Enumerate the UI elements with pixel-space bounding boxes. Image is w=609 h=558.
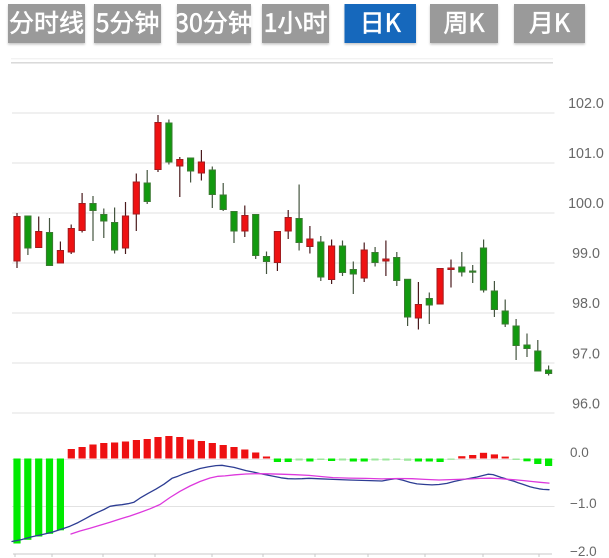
svg-text:98.0: 98.0 — [572, 296, 600, 312]
svg-text:−2.0: −2.0 — [570, 544, 597, 558]
svg-text:96.0: 96.0 — [572, 397, 600, 413]
svg-text:101.0: 101.0 — [568, 146, 604, 162]
svg-text:102.0: 102.0 — [568, 96, 604, 112]
svg-text:−1.0: −1.0 — [570, 496, 597, 511]
svg-text:100.0: 100.0 — [568, 196, 604, 212]
svg-text:99.0: 99.0 — [572, 246, 600, 262]
svg-text:0.0: 0.0 — [570, 445, 589, 460]
svg-text:97.0: 97.0 — [572, 347, 600, 363]
